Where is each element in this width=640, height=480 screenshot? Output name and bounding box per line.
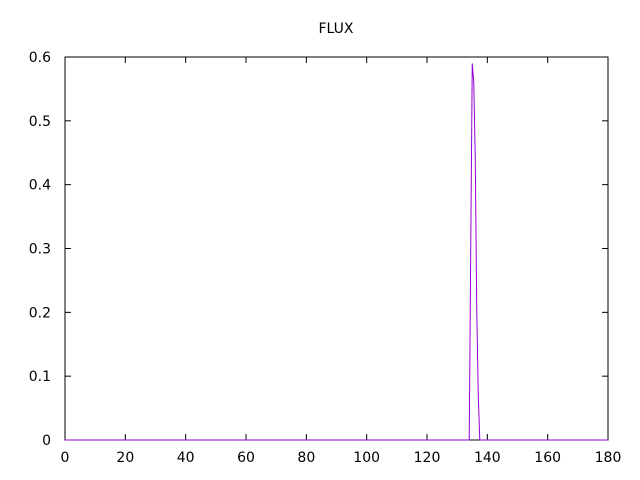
y-tick-label: 0.2 [29, 305, 51, 321]
x-tick-label: 80 [297, 450, 315, 466]
y-tick-label: 0.5 [29, 114, 51, 130]
y-tick-label: 0.4 [29, 178, 51, 194]
x-tick-label: 120 [414, 450, 441, 466]
x-tick-label: 40 [177, 450, 195, 466]
y-tick-label: 0.6 [29, 50, 51, 66]
y-tick-label: 0.3 [29, 242, 51, 258]
y-tick-label: 0 [42, 433, 51, 449]
x-tick-label: 60 [237, 450, 255, 466]
x-tick-label: 160 [534, 450, 561, 466]
x-tick-label: 0 [61, 450, 70, 466]
plot-area [65, 63, 608, 441]
y-tick-label: 0.1 [29, 369, 51, 385]
plot-frame [64, 56, 609, 441]
axes: 0 20 40 60 80 100 120 140 160 180 0 0.1 0.2 0.3 0.4 0.5… [29, 50, 622, 466]
x-tick-label: 20 [116, 450, 134, 466]
flux-series-line [65, 63, 608, 441]
x-tick-label: 180 [595, 450, 622, 466]
x-tick-label: 140 [474, 450, 501, 466]
x-tick-label: 100 [353, 450, 380, 466]
chart-title: FLUX [319, 21, 354, 37]
